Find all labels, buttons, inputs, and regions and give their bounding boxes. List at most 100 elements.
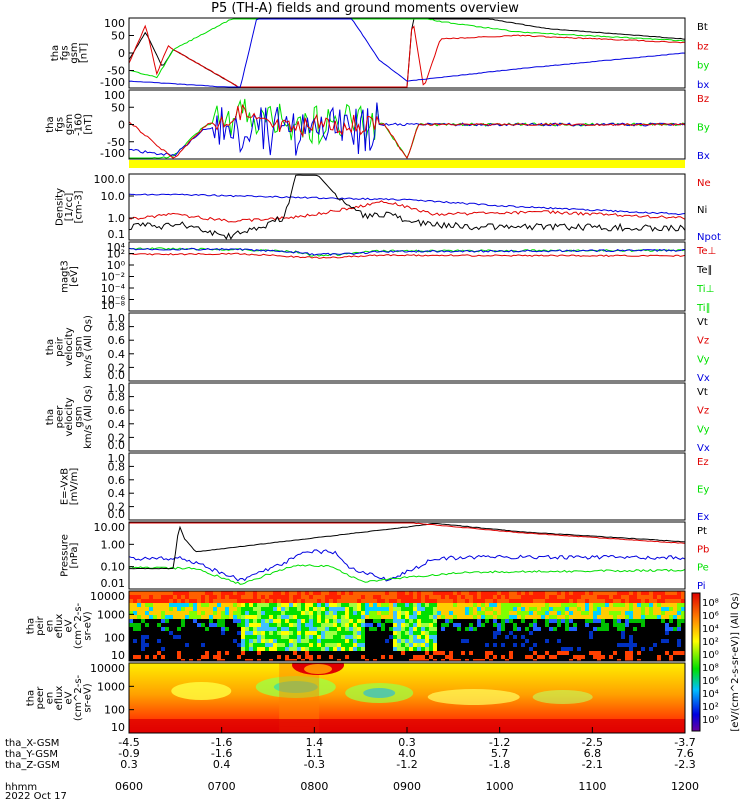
legend-peir_velocity-3: Vx bbox=[697, 373, 710, 384]
y-axis-label: tha bbox=[26, 690, 37, 706]
legend-efield-2: Ex bbox=[697, 512, 709, 523]
pressure-pe-line bbox=[128, 564, 686, 585]
colorbar-tick: 10² bbox=[702, 702, 719, 713]
y-tick-label: 1.0 bbox=[108, 452, 126, 465]
peer-spec-features bbox=[129, 663, 685, 733]
y-axis-label: velocity bbox=[64, 397, 75, 436]
y-axis-label: (cm^2-s- bbox=[73, 674, 84, 721]
legend-temperature-2: Ti⊥ bbox=[696, 284, 714, 295]
y-tick-label: 10⁻⁴ bbox=[101, 282, 126, 295]
y-axis-label: Pressure bbox=[59, 534, 70, 577]
y-tick-label: 10⁴ bbox=[107, 241, 126, 254]
y-axis-label: -160 bbox=[74, 113, 85, 136]
legend-fgs_dsl-0: Bz bbox=[697, 94, 709, 105]
colorbar-tick: 10⁶ bbox=[702, 611, 719, 622]
y-tick-label: 0.2 bbox=[108, 431, 126, 444]
y-axis-label: tha bbox=[45, 409, 56, 425]
colorbar-tick: 10⁶ bbox=[702, 676, 719, 687]
y-tick-label: 0.4 bbox=[108, 487, 126, 500]
y-tick-label: 50 bbox=[111, 30, 125, 43]
orbit-value: -1.6 bbox=[211, 736, 232, 749]
panel-frame-efield bbox=[128, 452, 686, 521]
y-axis-label: gsm bbox=[74, 336, 85, 357]
x-axis-label: hhmm bbox=[5, 782, 37, 793]
orbit-value: -1.2 bbox=[489, 736, 510, 749]
y-axis-label: velocity bbox=[64, 327, 75, 366]
y-axis-label: peir bbox=[55, 336, 66, 356]
y-axis-label: gsm bbox=[74, 406, 85, 427]
y-axis-label: eflux bbox=[54, 686, 65, 711]
y-tick-label: 0.6 bbox=[108, 334, 126, 347]
y-axis-label: (cm^2-s- bbox=[73, 602, 84, 649]
dsl-bz-line bbox=[128, 103, 686, 159]
x-tick-label: 0700 bbox=[208, 780, 236, 793]
legend-peir_velocity-2: Vy bbox=[697, 354, 710, 365]
y-tick-label: 10⁻² bbox=[101, 271, 125, 284]
legend-temperature-3: Ti∥ bbox=[696, 303, 711, 314]
colorbar-tick: 10⁸ bbox=[702, 663, 719, 674]
y-axis-label: km/s (All Qs) bbox=[83, 385, 94, 449]
y-tick-label: 0.01 bbox=[101, 577, 126, 590]
legend-fgs_dsl-1: By bbox=[697, 123, 710, 134]
y-axis-label: Density bbox=[55, 188, 66, 226]
y-tick-label: 10 bbox=[111, 649, 125, 662]
orbit-value: 4.0 bbox=[398, 747, 416, 760]
legend-fgs-1: bz bbox=[697, 41, 709, 52]
y-axis-label: [1/cc] bbox=[64, 193, 75, 222]
legend-peir_velocity-1: Vz bbox=[697, 336, 709, 347]
legend-density-0: Ne bbox=[697, 178, 711, 189]
y-axis-label: tha bbox=[26, 618, 37, 634]
y-axis-label: tha bbox=[45, 339, 56, 355]
colorbar-tick: 10⁰ bbox=[702, 650, 719, 661]
y-tick-label: 100.0 bbox=[94, 173, 126, 186]
y-tick-label: 0.0 bbox=[108, 508, 126, 521]
temp-te-line bbox=[128, 252, 686, 259]
panel-frame-density bbox=[128, 173, 686, 241]
colorbar-tick: 10² bbox=[702, 637, 719, 648]
legend-temperature-0: Te⊥ bbox=[696, 246, 716, 257]
dsl-bx-line bbox=[128, 102, 686, 157]
pressure-pb-line bbox=[129, 522, 686, 544]
y-tick-label: 10000 bbox=[90, 662, 125, 675]
panel-frame-peir_velocity bbox=[128, 312, 686, 382]
y-tick-label: 0.6 bbox=[108, 474, 126, 487]
y-tick-label: 10.00 bbox=[94, 521, 126, 534]
x-tick-label: 0600 bbox=[115, 780, 143, 793]
y-tick-label: 0.8 bbox=[108, 391, 126, 404]
y-tick-label: 100 bbox=[104, 632, 125, 645]
y-tick-label: 100 bbox=[104, 704, 125, 717]
pressure-pt-line bbox=[129, 523, 686, 570]
legend-efield-0: Ez bbox=[697, 457, 709, 468]
colorbar-tick: 10⁸ bbox=[702, 598, 719, 609]
colorbar-tick: 10⁴ bbox=[702, 689, 719, 700]
x-tick-label: 1000 bbox=[486, 780, 514, 793]
y-tick-label: -50 bbox=[107, 65, 125, 78]
colorbar-tick: 10⁴ bbox=[702, 624, 719, 635]
density-ne-line bbox=[128, 200, 686, 223]
y-axis-label: magt3 bbox=[59, 260, 70, 293]
y-tick-label: 0.1 bbox=[108, 228, 126, 241]
y-tick-label: 0.2 bbox=[108, 501, 126, 514]
y-axis-label: E=-VxB bbox=[59, 468, 70, 505]
legend-peir_velocity-0: Vt bbox=[697, 317, 708, 328]
orbit-value: 0.4 bbox=[213, 758, 231, 771]
plot-title: P5 (TH-A) fields and ground moments over… bbox=[211, 1, 519, 16]
y-axis-label: peer bbox=[35, 686, 46, 710]
y-axis-label: eV bbox=[64, 691, 75, 704]
y-axis-label: tha bbox=[45, 116, 56, 132]
legend-fgs-0: Bt bbox=[697, 22, 708, 33]
y-axis-label: eflux bbox=[54, 614, 65, 639]
y-axis-label: en bbox=[45, 620, 56, 633]
density-npot-line bbox=[128, 193, 686, 216]
legend-pressure-1: Pb bbox=[697, 544, 709, 555]
colorbar-label: [eV/(cm^2-s-sr-eV)] (All Qs) bbox=[730, 592, 741, 731]
y-axis-label: [cm-3] bbox=[74, 190, 85, 223]
y-tick-label: 1.0 bbox=[108, 312, 126, 325]
orbit-value: -0.9 bbox=[118, 747, 139, 760]
y-axis-label: sr-eV) bbox=[83, 611, 94, 640]
orbit-value: 1.1 bbox=[306, 747, 324, 760]
x-tick-label: 0900 bbox=[393, 780, 421, 793]
date-label: 2022 Oct 17 bbox=[5, 791, 67, 800]
legend-peer_velocity-0: Vt bbox=[697, 387, 708, 398]
